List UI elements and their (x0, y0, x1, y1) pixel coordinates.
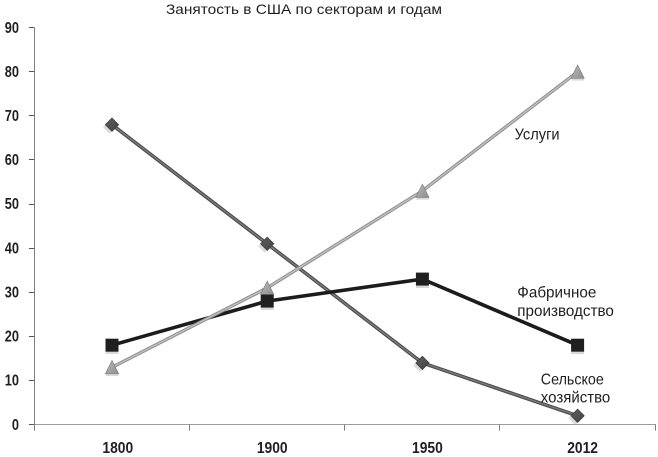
svg-text:1800: 1800 (102, 439, 133, 457)
svg-text:70: 70 (5, 108, 19, 126)
svg-text:1950: 1950 (412, 439, 443, 457)
svg-text:80: 80 (5, 64, 19, 82)
svg-text:Сельское: Сельское (541, 372, 604, 389)
svg-text:Занятость в США по секторам и: Занятость в США по секторам и годам (166, 1, 442, 17)
svg-text:50: 50 (5, 196, 19, 214)
svg-text:Услуги: Услуги (515, 127, 560, 144)
svg-text:60: 60 (5, 152, 19, 170)
svg-text:2012: 2012 (567, 439, 598, 457)
svg-text:0: 0 (12, 417, 19, 435)
svg-text:20: 20 (5, 328, 19, 346)
svg-text:40: 40 (5, 240, 19, 258)
svg-text:хозяйство: хозяйство (541, 390, 611, 407)
svg-text:90: 90 (5, 20, 19, 38)
svg-text:30: 30 (5, 284, 19, 302)
svg-text:производство: производство (517, 303, 614, 320)
svg-text:Фабричное: Фабричное (517, 285, 596, 302)
svg-text:10: 10 (5, 372, 19, 390)
svg-text:1900: 1900 (257, 439, 288, 457)
